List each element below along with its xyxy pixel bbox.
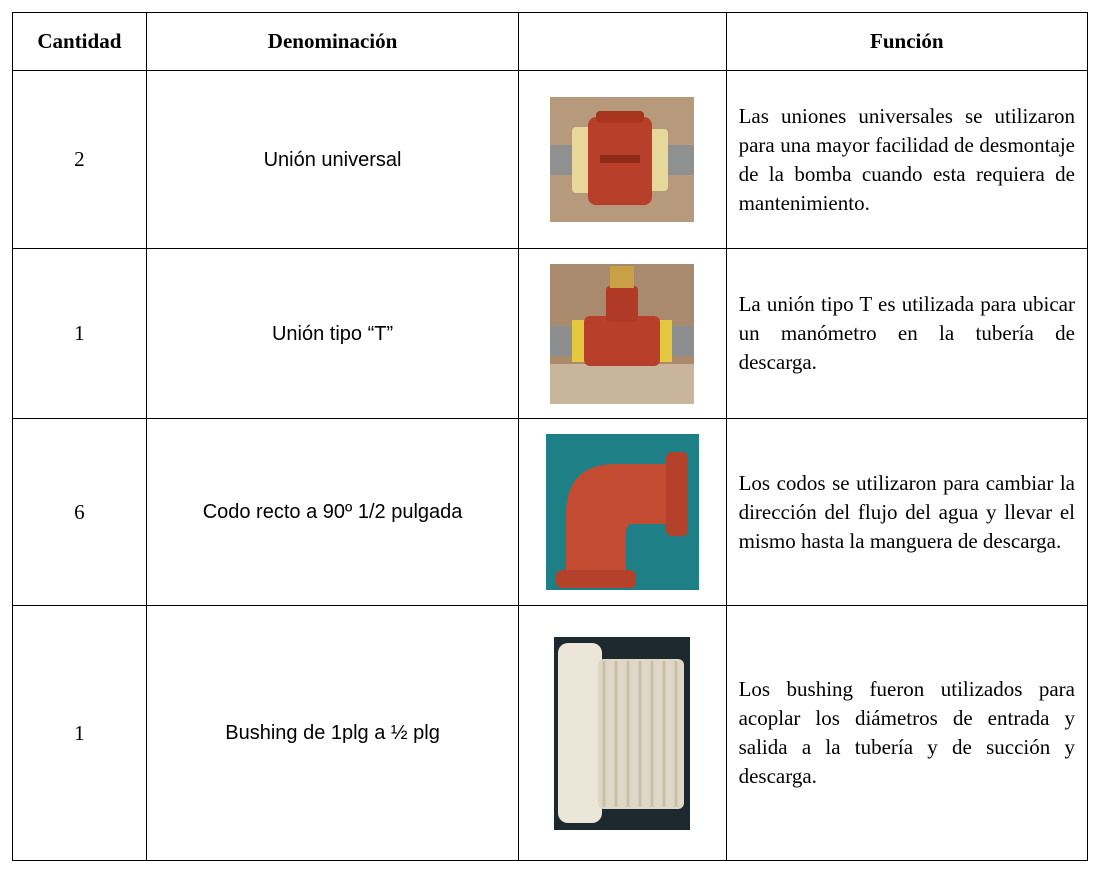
name: Bushing de 1plg a ½ plg bbox=[145, 605, 520, 861]
function: Los codos se utilizaron para cambiar la … bbox=[725, 418, 1089, 606]
quantity: 6 bbox=[12, 418, 147, 606]
header-cell: Denominación bbox=[145, 12, 520, 71]
function: Los bushing fueron utilizados para acopl… bbox=[725, 605, 1089, 861]
row: 6 Codo recto a 90º 1/2 pulgada Los codos… bbox=[12, 418, 1089, 606]
name: Unión universal bbox=[145, 70, 520, 249]
header-row: Cantidad Denominación Función bbox=[12, 12, 1089, 71]
header-cell: Cantidad bbox=[12, 12, 147, 71]
name: Unión tipo “T” bbox=[145, 248, 520, 419]
photo-codo bbox=[545, 434, 699, 590]
quantity: 1 bbox=[12, 605, 147, 861]
photo-cell bbox=[518, 418, 727, 606]
quantity: 2 bbox=[12, 70, 147, 249]
row: 1 Bushing de 1plg a ½ plg Los bushing fu… bbox=[12, 605, 1089, 861]
photo-cell bbox=[518, 248, 727, 419]
photo-bushing bbox=[554, 636, 691, 830]
function: La unión tipo T es utilizada para ubicar… bbox=[725, 248, 1089, 419]
photo-cell bbox=[518, 70, 727, 249]
header-cell bbox=[518, 12, 727, 71]
header-cell: Función bbox=[725, 12, 1089, 71]
photo-union-universal bbox=[550, 97, 695, 222]
name: Codo recto a 90º 1/2 pulgada bbox=[145, 418, 520, 606]
parts-table: Cantidad Denominación Función 2 Unión un… bbox=[12, 12, 1089, 861]
quantity: 1 bbox=[12, 248, 147, 419]
photo-cell bbox=[518, 605, 727, 861]
row: 2 Unión universal Las uniones universale… bbox=[12, 70, 1089, 249]
row: 1 Unión tipo “T” La unión tipo T es util… bbox=[12, 248, 1089, 419]
function: Las uniones universales se utilizaron pa… bbox=[725, 70, 1089, 249]
photo-union-t bbox=[550, 263, 695, 404]
